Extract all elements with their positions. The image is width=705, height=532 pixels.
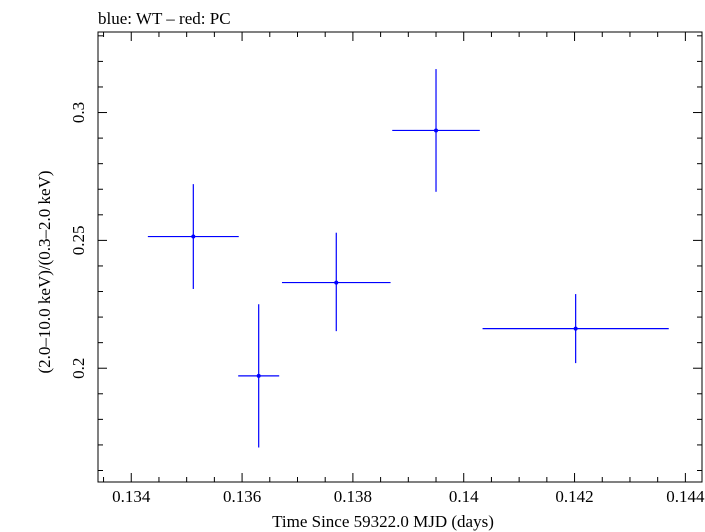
y-axis-label: (2.0–10.0 keV)/(0.3–2.0 keV): [35, 170, 54, 373]
x-tick-label: 0.136: [223, 487, 261, 506]
data-point-group: [281, 232, 391, 332]
plot-frame: [97, 31, 703, 483]
data-point: [191, 234, 196, 239]
x-axis-label: Time Since 59322.0 MJD (days): [272, 512, 494, 531]
data-point: [256, 373, 261, 378]
x-tick-label: 0.144: [666, 487, 705, 506]
x-tick-label: 0.138: [334, 487, 372, 506]
chart-title: blue: WT – red: PC: [98, 9, 231, 28]
x-tick-label: 0.134: [112, 487, 151, 506]
data-point: [334, 280, 339, 285]
data-point-group: [147, 184, 239, 289]
data-point: [434, 128, 439, 133]
data-point: [573, 326, 578, 331]
y-tick-label: 0.2: [69, 358, 88, 379]
y-tick-label: 0.25: [69, 226, 88, 256]
data-series: [147, 69, 669, 448]
x-tick-label: 0.14: [449, 487, 479, 506]
y-tick-label: 0.3: [69, 102, 88, 123]
x-axis: 0.134 0.136 0.138 0.14 0.142 0.144: [103, 32, 705, 506]
y-axis: 0.2 0.25 0.3: [69, 35, 702, 471]
data-point-group: [482, 294, 669, 364]
x-tick-label: 0.142: [555, 487, 593, 506]
data-point-group: [238, 304, 280, 448]
data-point-group: [392, 69, 480, 192]
